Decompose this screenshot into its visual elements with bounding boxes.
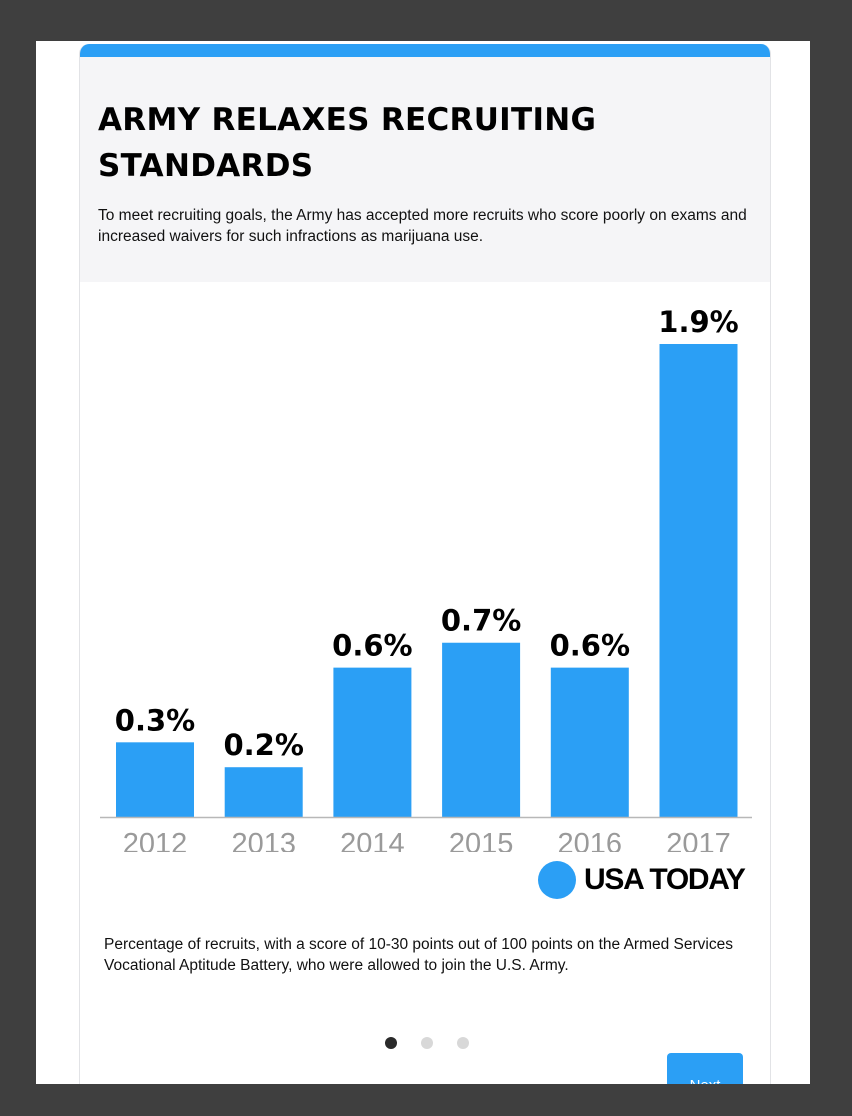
- bar-2017: [659, 344, 738, 817]
- bar-2016: [550, 667, 629, 817]
- content-frame: ARMY RELAXES RECRUITING STANDARDS To mee…: [36, 41, 810, 1084]
- brand-name: USA TODAY: [584, 863, 746, 896]
- bar-2015: [442, 642, 521, 817]
- chart-title: ARMY RELAXES RECRUITING STANDARDS: [98, 102, 597, 184]
- x-tick-2016: 2016: [558, 828, 623, 852]
- data-label-2017: 1.9%: [658, 305, 738, 339]
- chart-subtitle: To meet recruiting goals, the Army has a…: [98, 207, 747, 245]
- chart-caption: Percentage of recruits, with a score of …: [104, 936, 733, 974]
- graphic-card: ARMY RELAXES RECRUITING STANDARDS To mee…: [79, 44, 771, 1084]
- data-label-2012: 0.3%: [115, 703, 195, 737]
- bar-chart: 0.3% 2012 0.2% 2013 0.6% 2014 0.7% 2015 0.6% 2016…: [100, 305, 752, 852]
- x-tick-2014: 2014: [340, 828, 405, 852]
- data-label-2016: 0.6%: [550, 629, 630, 663]
- next-button[interactable]: Next: [667, 1053, 743, 1084]
- x-tick-2015: 2015: [449, 828, 514, 852]
- data-label-2015: 0.7%: [441, 604, 521, 638]
- pagination-dot[interactable]: [457, 1037, 469, 1049]
- bar-2014: [333, 667, 412, 817]
- data-label-2014: 0.6%: [332, 629, 412, 663]
- x-tick-2012: 2012: [123, 828, 188, 852]
- accent-bar: [80, 44, 770, 57]
- data-label-2013: 0.2%: [223, 728, 303, 762]
- brand-dot-icon: [538, 861, 576, 899]
- usa-today-logo: USA TODAY: [536, 859, 770, 901]
- card-header: ARMY RELAXES RECRUITING STANDARDS To mee…: [80, 57, 770, 282]
- pagination-dot[interactable]: [421, 1037, 433, 1049]
- bar-2012: [116, 742, 194, 817]
- x-tick-2017: 2017: [666, 828, 731, 852]
- x-tick-2013: 2013: [231, 828, 296, 852]
- pagination-dot[interactable]: [385, 1037, 397, 1049]
- bar-2013: [224, 767, 303, 817]
